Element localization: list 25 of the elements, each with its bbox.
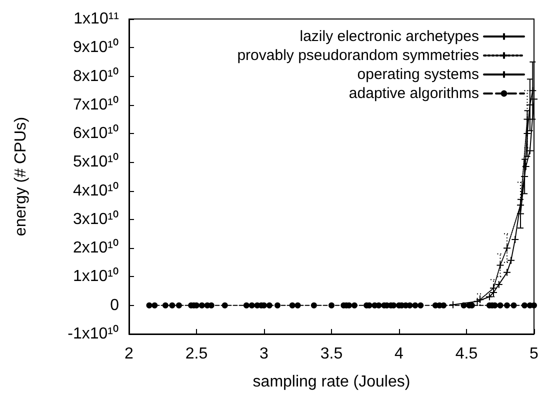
y-tick-label: 1x10¹⁰ bbox=[72, 267, 119, 286]
legend-label: lazily electronic archetypes bbox=[300, 28, 479, 45]
x-tick-label: 5 bbox=[530, 346, 539, 362]
legend-label: operating systems bbox=[357, 66, 479, 83]
y-tick-label: 0 bbox=[110, 296, 120, 314]
y-tick-label: 7x10¹⁰ bbox=[72, 95, 119, 114]
y-tick-label: 5x10¹⁰ bbox=[72, 152, 119, 171]
y-tick-label: 8x10¹⁰ bbox=[72, 66, 119, 85]
y-tick-label: -1x10¹⁰ bbox=[68, 324, 119, 342]
y-axis-title: energy (# CPUs) bbox=[12, 116, 30, 236]
legend-label: adaptive algorithms bbox=[348, 85, 479, 102]
y-tick-label: 1x10¹¹ bbox=[74, 10, 119, 28]
x-axis-title: sampling rate (Joules) bbox=[252, 374, 410, 390]
y-tick-label: 6x10¹⁰ bbox=[72, 124, 119, 142]
x-tick-label: 2.5 bbox=[185, 346, 208, 362]
x-tick-label: 3 bbox=[260, 346, 269, 362]
x-tick-label: 4.5 bbox=[455, 346, 478, 362]
x-tick-label: 4 bbox=[394, 346, 404, 362]
x-tick-label: 3.5 bbox=[320, 346, 343, 362]
y-tick-label: 9x10¹⁰ bbox=[72, 38, 119, 56]
y-tick-label: 3x10¹⁰ bbox=[72, 210, 119, 228]
y-tick-label: 4x10¹⁰ bbox=[72, 181, 119, 200]
y-tick-label: 2x10¹⁰ bbox=[72, 238, 119, 257]
legend-label: provably pseudorandom symmetries bbox=[237, 47, 479, 64]
x-tick-label: 2 bbox=[124, 346, 134, 362]
